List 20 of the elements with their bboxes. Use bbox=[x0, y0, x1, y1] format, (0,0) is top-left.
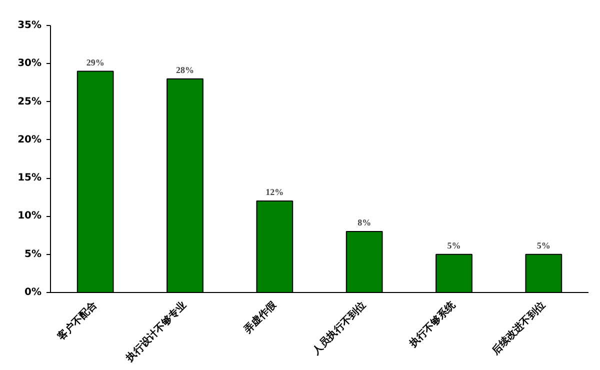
data-label: 12% bbox=[266, 186, 284, 197]
y-tick-label: 15% bbox=[18, 172, 42, 184]
y-tick-label: 35% bbox=[18, 20, 42, 31]
x-tick-label: 客户不配合 bbox=[54, 298, 100, 344]
y-tick-label: 20% bbox=[18, 134, 42, 146]
y-tick-label: 30% bbox=[18, 58, 42, 70]
data-label: 28% bbox=[176, 64, 194, 75]
x-tick-label: 执行不够系统 bbox=[406, 298, 459, 351]
data-label: 5% bbox=[536, 240, 550, 250]
y-tick-label: 10% bbox=[18, 210, 42, 222]
x-tick-label: 人员执行不到位 bbox=[310, 298, 368, 358]
x-tick-label: 后续改进不到位 bbox=[488, 298, 548, 358]
data-label: 5% bbox=[447, 240, 461, 250]
y-tick-label: 25% bbox=[18, 96, 42, 108]
data-label: 8% bbox=[358, 217, 372, 228]
x-tick-label: 弄虚作假 bbox=[241, 298, 280, 336]
y-tick-label: 5% bbox=[24, 248, 42, 260]
y-tick-label: 0% bbox=[24, 287, 42, 298]
data-label: 29% bbox=[86, 57, 104, 68]
x-tick-label: 执行设计不够专业 bbox=[123, 298, 189, 365]
